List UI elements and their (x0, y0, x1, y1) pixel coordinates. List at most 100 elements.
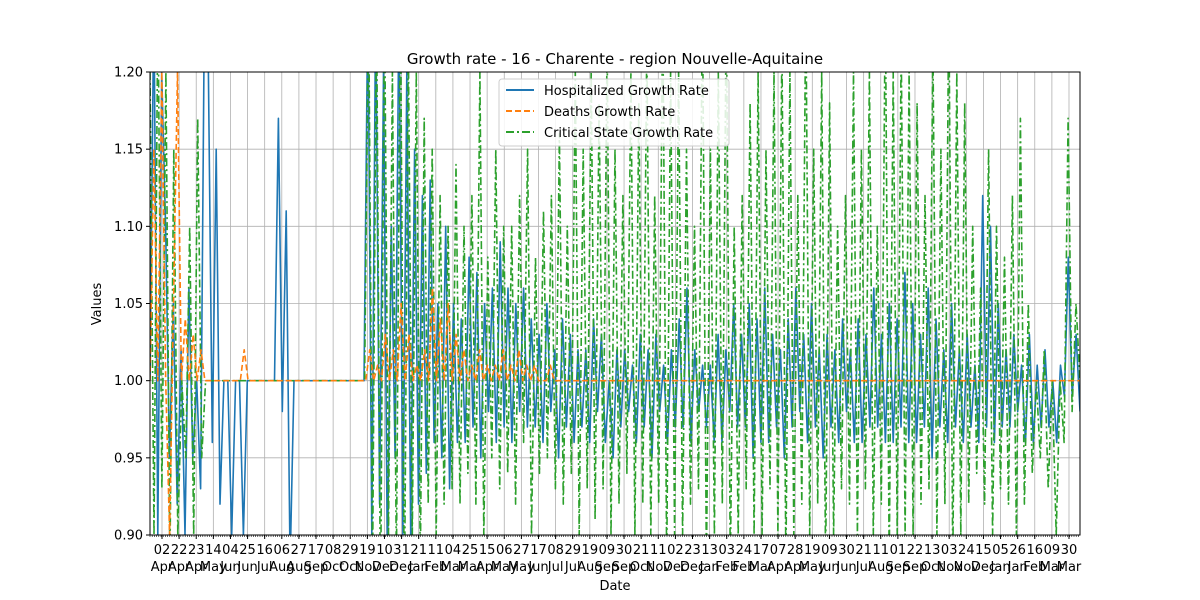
x-tick-day-label: 17 (530, 543, 547, 558)
x-tick-day-label: 23 (684, 543, 701, 558)
x-tick-day-label: 28 (787, 543, 804, 558)
x-tick-month-label: Mar (749, 560, 774, 575)
x-tick-day-label: 02 (667, 543, 684, 558)
y-axis: 0.90 0.95 1.00 1.05 1.10 1.15 1.20 (114, 66, 150, 544)
x-tick-day-label: 19 (804, 543, 821, 558)
x-tick-day-label: 04 (222, 543, 239, 558)
x-tick-day-label: 08 (325, 543, 342, 558)
x-tick-month-label: Feb (732, 560, 755, 575)
legend-label-deaths: Deaths Growth Rate (544, 105, 675, 120)
legend-label-hospitalized: Hospitalized Growth Rate (544, 84, 709, 99)
x-tick-month-label: Jun (835, 560, 856, 575)
x-tick-day-label: 17 (753, 543, 770, 558)
legend-label-critical: Critical State Growth Rate (544, 126, 713, 141)
x-tick-month-label: Sep (886, 560, 911, 575)
x-tick-month-label: Jun (236, 560, 257, 575)
y-axis-label: Values (90, 283, 105, 326)
x-tick-month-label: Dec (680, 560, 705, 575)
x-tick-month-label: May (799, 560, 826, 575)
x-tick-month-label: Nov (954, 560, 980, 575)
x-tick-month-label: Mar (441, 560, 466, 575)
x-tick-day-label: 24 (736, 543, 753, 558)
legend: Hospitalized Growth Rate Deaths Growth R… (498, 78, 730, 147)
series-layer (150, 72, 1080, 535)
x-tick-day-label: 11 (872, 543, 889, 558)
x-tick-day-label: 08 (547, 543, 564, 558)
x-tick-day-label: 23 (188, 543, 205, 558)
x-tick-day-label: 21 (633, 543, 650, 558)
x-tick-month-label: Jun (219, 560, 240, 575)
x-tick-month-label: Feb (424, 560, 447, 575)
x-tick-day-label: 16 (1027, 543, 1044, 558)
x-tick-month-label: Nov (355, 560, 381, 575)
x-tick-month-label: Jul (564, 560, 581, 575)
x-tick-day-label: 02 (154, 543, 171, 558)
x-tick-day-label: 19 (582, 543, 599, 558)
x-tick-month-label: Dec (389, 560, 414, 575)
series-line-1 (150, 72, 1080, 535)
y-tick-label: 1.05 (114, 297, 143, 312)
x-tick-month-label: Nov (646, 560, 672, 575)
x-tick-month-label: Feb (715, 560, 738, 575)
x-tick-day-label: 03 (718, 543, 735, 558)
x-tick-day-label: 21 (855, 543, 872, 558)
y-tick-label: 1.00 (114, 374, 143, 389)
legend-box (498, 78, 730, 147)
x-tick-day-label: 30 (1061, 543, 1078, 558)
x-tick-day-label: 13 (924, 543, 941, 558)
x-tick-month-label: May (200, 560, 227, 575)
x-tick-day-label: 31 (393, 543, 410, 558)
x-tick-month-label: Apr (185, 560, 208, 575)
x-tick-day-label: 11 (650, 543, 667, 558)
x-tick-day-label: 25 (462, 543, 479, 558)
x-tick-day-label: 29 (342, 543, 359, 558)
x-tick-month-label: Mar (1057, 560, 1082, 575)
y-tick-label: 1.20 (114, 66, 143, 81)
x-tick-month-label: Apr (767, 560, 790, 575)
x-tick-month-label: Apr (168, 560, 191, 575)
x-tick-day-label: 17 (308, 543, 325, 558)
x-tick-month-label: Mar (458, 560, 483, 575)
x-tick-month-label: Oct (339, 560, 361, 575)
x-tick-day-label: 06 (274, 543, 291, 558)
x-tick-month-label: Nov (937, 560, 963, 575)
x-axis: 02Apr22Apr23Apr14May04Jun25Jun16Jul06Aug… (149, 535, 1082, 575)
x-tick-month-label: Sep (612, 560, 637, 575)
x-tick-day-label: 15 (975, 543, 992, 558)
x-tick-month-label: Sep (304, 560, 329, 575)
x-tick-month-label: Jan (699, 560, 720, 575)
x-tick-day-label: 15 (479, 543, 496, 558)
x-tick-month-label: Mar (1040, 560, 1065, 575)
x-tick-day-label: 06 (496, 543, 513, 558)
x-tick-day-label: 19 (359, 543, 376, 558)
x-tick-day-label: 21 (410, 543, 427, 558)
x-tick-month-label: Apr (151, 560, 174, 575)
x-tick-month-label: Jan (408, 560, 429, 575)
x-tick-month-label: Jul (256, 560, 273, 575)
x-tick-day-label: 27 (513, 543, 530, 558)
x-tick-day-label: 30 (838, 543, 855, 558)
x-tick-day-label: 09 (1044, 543, 1061, 558)
x-tick-month-label: Jul (547, 560, 564, 575)
y-tick-label: 0.95 (114, 451, 143, 466)
x-tick-day-label: 09 (599, 543, 616, 558)
x-tick-day-label: 27 (291, 543, 308, 558)
x-tick-day-label: 10 (376, 543, 393, 558)
x-tick-day-label: 29 (564, 543, 581, 558)
y-tick-label: 1.15 (114, 143, 143, 158)
x-tick-month-label: Apr (476, 560, 499, 575)
x-tick-month-label: Jun (527, 560, 548, 575)
x-tick-day-label: 14 (205, 543, 222, 558)
x-tick-day-label: 07 (770, 543, 787, 558)
x-axis-label: Date (599, 579, 630, 594)
x-tick-month-label: Dec (663, 560, 688, 575)
x-tick-day-label: 25 (239, 543, 256, 558)
x-tick-month-label: Aug (577, 560, 602, 575)
x-tick-day-label: 16 (256, 543, 273, 558)
x-tick-day-label: 09 (821, 543, 838, 558)
x-tick-month-label: May (491, 560, 518, 575)
x-tick-month-label: Jun (818, 560, 839, 575)
x-tick-day-label: 01 (890, 543, 907, 558)
x-tick-month-label: Jan (1007, 560, 1028, 575)
